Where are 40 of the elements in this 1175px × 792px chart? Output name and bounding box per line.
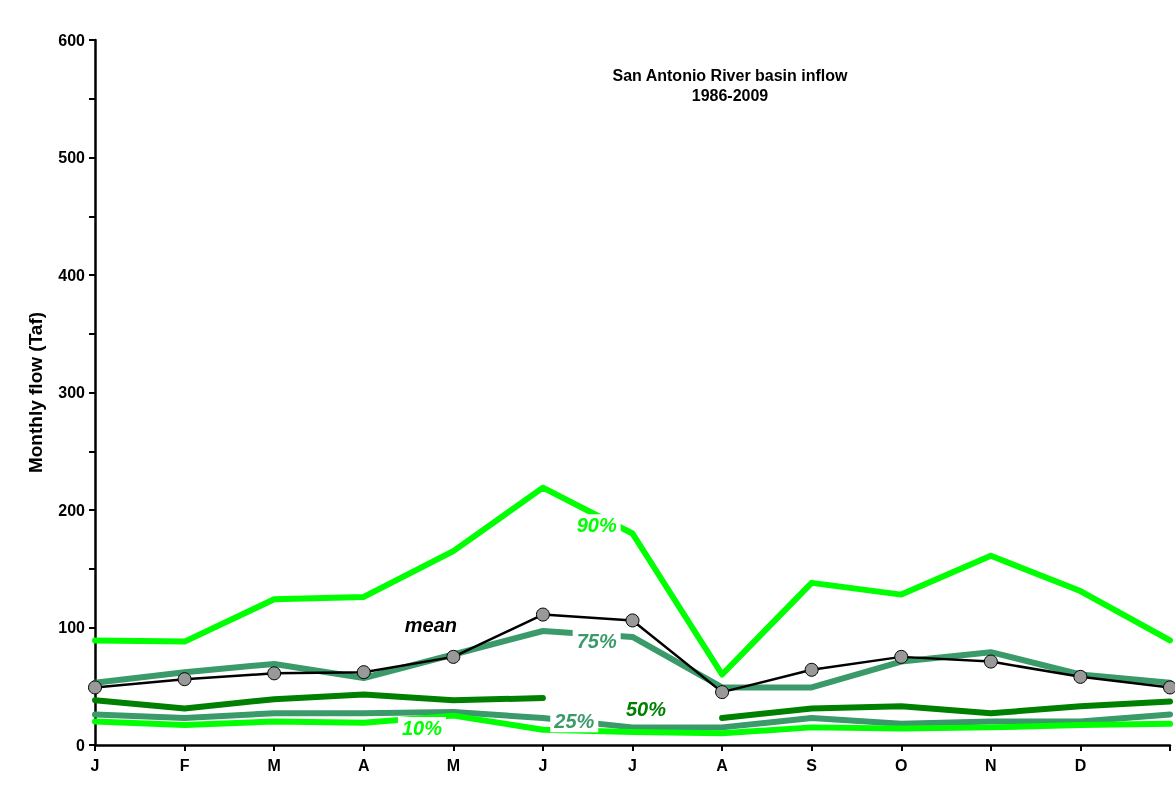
x-tick-label: M <box>446 756 460 774</box>
text: 50% <box>625 698 667 721</box>
series-label: 90% <box>576 514 617 537</box>
y-tick-label: 600 <box>58 31 86 49</box>
point <box>894 649 909 664</box>
point <box>625 613 640 628</box>
y-axis-title: Monthly flow (Taf) <box>25 311 46 474</box>
series-label: 10% <box>401 717 443 740</box>
point <box>446 649 461 664</box>
point <box>177 672 192 687</box>
point <box>88 680 102 695</box>
x-tick-label: A <box>357 756 370 774</box>
text: 1986-2009 <box>691 86 769 104</box>
series-label: 25% <box>553 710 595 733</box>
x-tick-label: F <box>179 756 190 774</box>
y-tick-label: 300 <box>58 384 86 401</box>
x-tick-label: J <box>90 756 100 774</box>
y-tick-label: 100 <box>58 619 86 636</box>
x-tick-label: J <box>538 756 548 774</box>
point <box>804 662 819 677</box>
x-tick-label: J <box>628 756 637 774</box>
point <box>267 666 282 681</box>
x-tick-label: M <box>267 756 281 774</box>
y-tick-label: 200 <box>58 501 86 519</box>
x-tick-label: S <box>806 756 818 774</box>
text: San Antonio River basin inflow <box>612 66 849 84</box>
series-label: 75% <box>576 629 617 652</box>
point <box>715 685 730 700</box>
x-tick-label: O <box>895 756 908 774</box>
y-tick-label: 400 <box>58 266 86 284</box>
series-label: mean <box>404 613 458 636</box>
point <box>535 607 550 622</box>
point <box>983 654 998 669</box>
y-tick-label: 0 <box>76 736 86 754</box>
point <box>1073 669 1088 684</box>
point <box>356 665 371 680</box>
y-tick-label: 500 <box>58 149 86 166</box>
x-tick-label: N <box>985 756 997 774</box>
x-tick-label: A <box>716 756 729 774</box>
x-tick-label: D <box>1074 756 1087 774</box>
